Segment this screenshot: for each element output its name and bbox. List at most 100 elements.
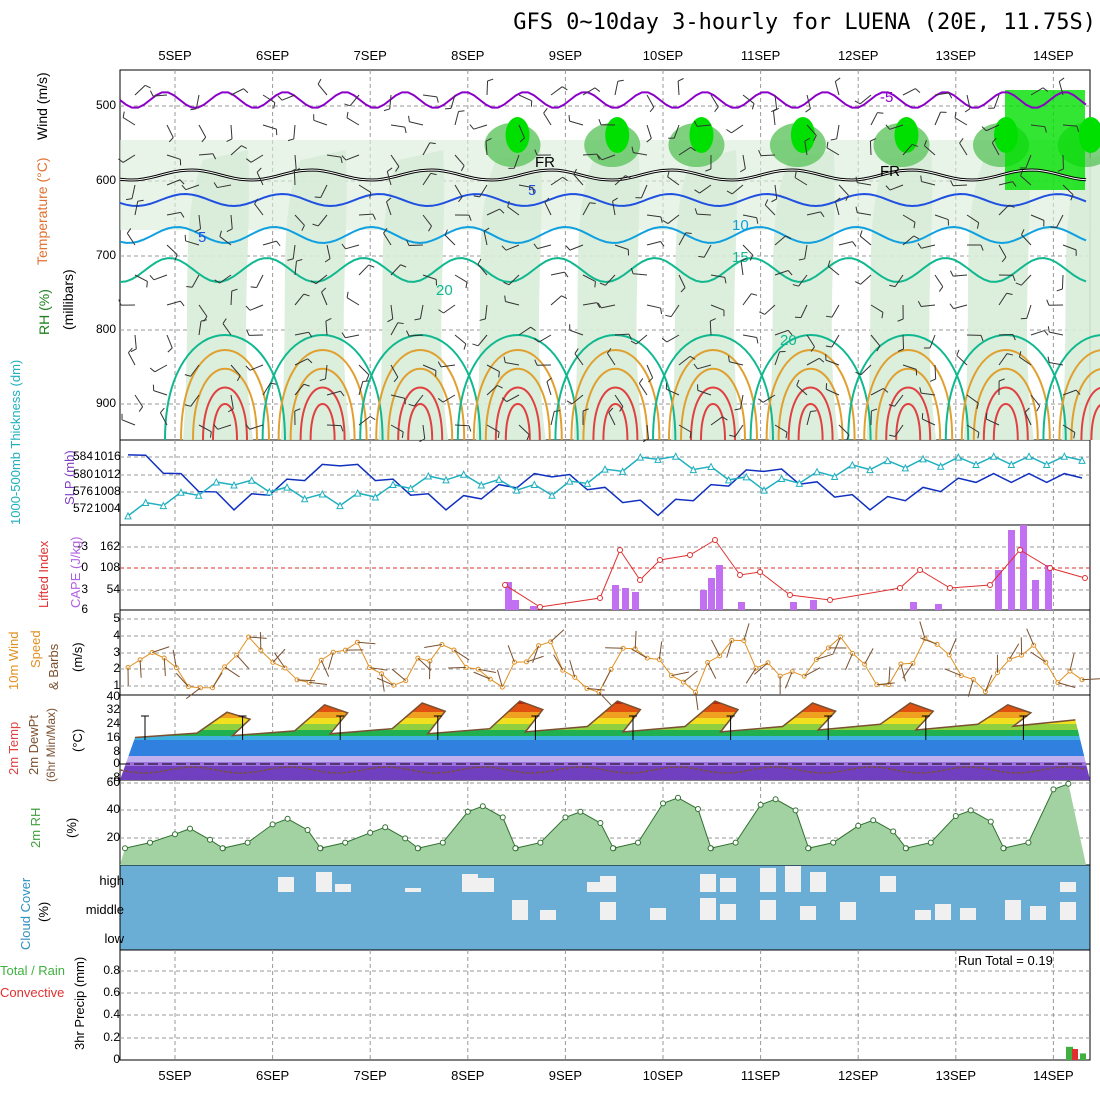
li-point	[502, 582, 508, 588]
wind-barb	[550, 86, 563, 96]
cape-bar	[700, 590, 707, 610]
contour-label: 15	[732, 249, 749, 266]
temp-contour-warm	[570, 349, 661, 441]
wind-barb-flag	[346, 111, 349, 118]
wind-barb	[442, 394, 456, 403]
wind-barb-flag	[876, 345, 881, 352]
wind-barb	[166, 244, 178, 255]
temp-contour-warm	[1070, 368, 1100, 441]
wind-barb	[443, 304, 456, 314]
rh2m-point	[1000, 845, 1007, 852]
cape-bar	[995, 570, 1002, 610]
wind-barb	[774, 94, 778, 109]
wind-barb-flag	[917, 243, 922, 249]
wind-barb-flag	[787, 270, 793, 276]
wind-barb	[390, 304, 394, 319]
wind-barb	[667, 214, 680, 224]
wind-barb-flag	[463, 343, 467, 350]
day-label-12SEP: 12SEP	[837, 1068, 879, 1083]
wind10-barb	[695, 692, 699, 711]
wind-barb	[742, 214, 757, 219]
cloud-mid-block	[915, 910, 931, 920]
wind-barb	[198, 424, 212, 433]
cape-bar	[910, 602, 917, 610]
wind10-barb	[816, 653, 834, 661]
wind-barb	[959, 142, 968, 156]
wind-barb	[870, 112, 878, 126]
precip-tick: 0	[113, 1052, 120, 1066]
wind-barb	[543, 112, 552, 126]
wind-barb	[550, 411, 555, 426]
wind-barb-flag	[885, 124, 891, 130]
wind10-barb	[1081, 678, 1100, 681]
wind-barb-flag	[805, 108, 811, 113]
wind-barb	[1061, 274, 1064, 290]
wind-barb	[889, 184, 904, 191]
rh2m-point	[902, 845, 909, 852]
wind-barb-flag	[543, 107, 548, 114]
wind-barb	[345, 334, 360, 339]
wind-barb-flag	[532, 187, 535, 194]
cloud-units: (%)	[36, 901, 51, 922]
wind10-barb	[272, 648, 286, 663]
wind-barb-flag	[404, 398, 406, 405]
wind-barb	[929, 334, 936, 349]
wind-barb-flag	[889, 284, 896, 288]
wind10-barb	[139, 659, 142, 678]
wind-barb-flag	[458, 196, 463, 203]
wind-barb-flag	[226, 138, 233, 142]
wind-barb	[857, 212, 872, 216]
wind-barb-flag	[368, 264, 375, 268]
wind-barb	[413, 394, 424, 407]
wind-barb	[966, 214, 979, 224]
cloud-high-block	[880, 876, 896, 892]
wind10-barb	[984, 674, 993, 692]
wind-barb	[574, 353, 584, 366]
rh2m-point	[830, 839, 837, 846]
cloud-mid-block	[1060, 902, 1076, 920]
wind-barb-flag	[499, 208, 505, 214]
wind10-barb	[743, 623, 750, 641]
precip-tick: 0.8	[103, 963, 120, 977]
thickness-line-point	[989, 452, 998, 460]
wind10-tick: 3	[113, 645, 120, 659]
wind-barb-flag	[871, 408, 878, 412]
wind10-barb	[902, 663, 914, 679]
thickness-line-point	[406, 484, 415, 492]
temp-contour-warm	[289, 367, 356, 441]
rh2m-point	[890, 828, 897, 835]
slp-tick: 1008	[94, 484, 121, 498]
wind-barb-flag	[648, 377, 654, 383]
thickness-line-point	[795, 479, 804, 487]
wind-barb-flag	[404, 127, 407, 134]
day-label-14SEP: 14SEP	[1033, 1068, 1074, 1083]
precip-label-c: 3hr Precip (mm)	[72, 956, 87, 1050]
wind-barb-flag	[710, 318, 716, 322]
wind-barb	[134, 274, 148, 282]
wind-barb-flag	[785, 235, 792, 240]
cape-bar	[530, 606, 537, 610]
wind-barb	[806, 411, 811, 426]
thickness-line-point	[689, 465, 698, 474]
wind-barb-flag	[146, 281, 148, 288]
rh2m-point	[187, 825, 193, 832]
thickness-line-point	[177, 488, 185, 496]
wind-barb-flag	[544, 197, 550, 203]
wind-barb-flag	[504, 295, 506, 302]
wind10-tick: 4	[113, 628, 120, 642]
wind-barb	[358, 184, 372, 193]
wind-barb	[122, 117, 136, 126]
wind-barb	[345, 154, 360, 161]
day-label-13SEP: 13SEP	[935, 48, 977, 63]
rh2m-point	[122, 845, 128, 852]
wind10-barb	[900, 663, 906, 682]
precip-bar-total	[1080, 1053, 1086, 1060]
wind10-barb	[381, 673, 385, 692]
wind-barb-flag	[810, 346, 815, 352]
cloud-mid-block	[840, 902, 856, 920]
wind-barb	[383, 232, 392, 246]
wind-barb	[191, 274, 200, 288]
wind-barb	[710, 416, 723, 426]
wind-barb-flag	[923, 139, 927, 146]
wind10-barb	[683, 670, 698, 683]
